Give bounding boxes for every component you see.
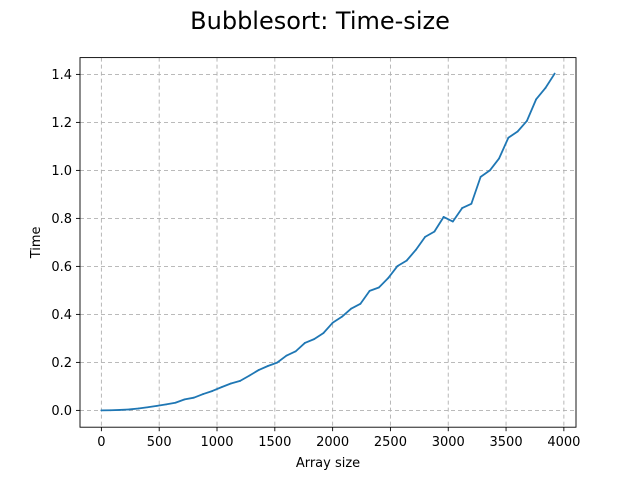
data-point bbox=[322, 332, 325, 335]
data-point bbox=[285, 354, 288, 357]
data-point bbox=[516, 130, 519, 133]
data-point bbox=[266, 365, 269, 367]
data-point bbox=[294, 350, 297, 353]
data-point bbox=[109, 409, 112, 412]
data-point bbox=[470, 202, 473, 205]
data-point bbox=[183, 398, 186, 401]
data-point bbox=[433, 230, 436, 233]
data-point bbox=[276, 361, 279, 364]
data-point bbox=[220, 386, 223, 389]
x-tick-label: 1000 bbox=[200, 435, 233, 450]
data-point bbox=[331, 321, 334, 324]
data-point bbox=[525, 120, 528, 122]
data-point bbox=[387, 277, 390, 280]
x-tick-label: 3000 bbox=[432, 435, 465, 450]
data-point bbox=[229, 382, 232, 385]
data-point bbox=[424, 235, 427, 238]
data-point bbox=[174, 401, 177, 404]
data-point bbox=[368, 289, 371, 292]
y-tick-label: 0.8 bbox=[51, 212, 72, 227]
data-point bbox=[414, 248, 417, 251]
data-point bbox=[202, 393, 205, 395]
data-point bbox=[128, 408, 131, 411]
data-point bbox=[155, 404, 158, 407]
data-point bbox=[100, 409, 103, 412]
y-axis: 0.0 0.2 0.4 0.6 0.8 1.0 1.2 1.4 bbox=[51, 68, 80, 419]
data-point bbox=[359, 302, 362, 305]
y-tick-label: 0.4 bbox=[51, 308, 72, 323]
x-axis-label: Array size bbox=[296, 456, 360, 471]
plot-frame bbox=[79, 57, 577, 428]
data-point bbox=[498, 157, 501, 160]
x-tick-label: 1500 bbox=[258, 435, 291, 450]
data-point bbox=[165, 403, 168, 406]
data-point bbox=[396, 265, 399, 268]
y-tick-label: 1.4 bbox=[51, 68, 72, 83]
data-point bbox=[192, 396, 195, 399]
series-line bbox=[100, 72, 556, 412]
y-tick-label: 0.6 bbox=[51, 260, 72, 275]
y-tick-label: 0.2 bbox=[51, 356, 72, 371]
data-point bbox=[118, 409, 121, 411]
data-point bbox=[313, 338, 316, 341]
y-axis-label: Time bbox=[29, 226, 44, 259]
data-point bbox=[350, 307, 353, 310]
data-point bbox=[553, 72, 556, 75]
data-point bbox=[535, 98, 538, 101]
data-point bbox=[248, 374, 251, 377]
data-point bbox=[146, 406, 149, 409]
x-tick-label: 3500 bbox=[490, 435, 523, 450]
x-tick-label: 0 bbox=[97, 435, 105, 450]
y-tick-label: 0.0 bbox=[51, 404, 72, 419]
grid bbox=[80, 57, 576, 428]
data-point bbox=[257, 369, 260, 371]
x-tick-label: 4000 bbox=[547, 435, 580, 450]
data-point bbox=[461, 207, 464, 209]
data-point bbox=[405, 259, 408, 262]
y-tick-label: 1.2 bbox=[51, 116, 72, 131]
data-point bbox=[340, 315, 343, 318]
x-axis: 0 500 1000 1500 2000 2500 3000 3500 4000 bbox=[97, 427, 580, 450]
series-layer bbox=[100, 72, 556, 412]
x-tick-label: 2000 bbox=[316, 435, 349, 450]
data-point bbox=[239, 379, 242, 382]
data-point bbox=[303, 342, 306, 344]
data-point bbox=[137, 407, 140, 410]
data-point bbox=[377, 286, 380, 289]
data-point bbox=[488, 169, 491, 172]
y-tick-label: 1.0 bbox=[51, 164, 72, 179]
chart-title: Bubblesort: Time-size bbox=[190, 7, 450, 35]
data-point bbox=[451, 220, 454, 223]
data-point bbox=[442, 216, 445, 218]
data-point bbox=[507, 136, 510, 139]
data-point bbox=[479, 175, 482, 178]
data-point bbox=[211, 390, 214, 392]
data-point bbox=[544, 87, 547, 89]
x-tick-label: 500 bbox=[147, 435, 172, 450]
x-tick-label: 2500 bbox=[374, 435, 407, 450]
